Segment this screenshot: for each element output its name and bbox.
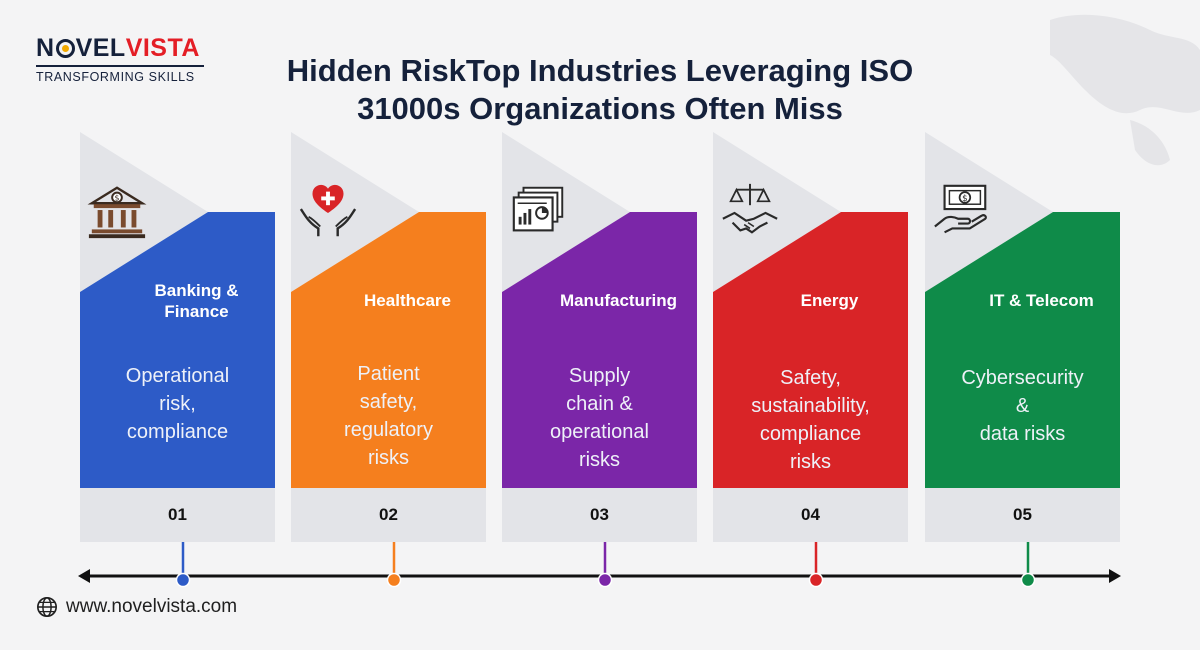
card-description: Supply chain & operational risks [502,362,697,474]
industry-card: Healthcare Patient safety, regulatory risks 0… [291,132,486,542]
card-description-line: & [1015,395,1030,417]
industry-card: Energy Safety, sustainability, compliance ri… [713,132,908,542]
card-number: 01 [168,505,187,524]
card-number: 05 [1013,505,1032,524]
svg-text:$: $ [962,194,968,204]
card-description: Safety, sustainability, compliance risks [713,364,908,476]
logo-text-vista: VISTA [125,34,200,62]
timeline-marker [386,572,402,588]
timeline-marker [808,572,824,588]
website-url: www.novelvista.com [66,596,238,617]
industry-card: Manufacturing Supply chain & operational ris… [502,132,697,542]
card-description-line: regulatory [344,419,433,441]
card-heading: Manufacturing [559,291,678,310]
card-heading: Banking & Finance [154,281,239,321]
card-description: Cybersecurity & data risks [925,364,1120,448]
industry-card: $ IT & Telecom Cybersecurity & data risks 05 [925,132,1120,542]
timeline-marker [1020,572,1036,588]
card-description-line: Safety, [780,367,841,389]
money-hand-icon: $ [931,180,993,242]
card-number: 04 [801,505,820,524]
card-description-line: operational [550,421,649,443]
card-background [713,132,908,542]
card-heading: IT & Telecom [989,291,1094,310]
card-description-line: sustainability, [751,395,870,417]
card-background [925,132,1120,542]
logo-text-vel: VEL [75,34,126,62]
logo-o-icon [55,39,75,58]
scales-handshake-icon [719,180,781,242]
card-description-line: risks [789,451,832,473]
card-description-line: Cybersecurity [961,367,1084,389]
logo-text-n: N [36,34,55,62]
timeline-arrow-right [1109,569,1121,583]
heart-hands-icon [297,180,359,242]
timeline-marker [597,572,613,588]
card-heading: Healthcare [364,291,451,310]
card-description-line: Supply [568,365,631,387]
card-description-line: compliance [759,423,862,445]
industry-card: $ Banking & Finance Operational risk, compli… [80,132,275,542]
card-number: 03 [590,505,609,524]
card-heading: Energy [800,291,859,310]
card-description-line: Operational [125,365,230,387]
card-description: Operational risk, compliance [80,362,275,446]
card-background [502,132,697,542]
world-map-decoration [1050,14,1200,166]
bank-icon: $ [86,180,148,242]
novelvista-logo[interactable]: N VEL VISTA TRANSFORMING SKILLS [36,36,211,84]
title-line-2: 31000s Organizations Often Miss [357,91,843,126]
card-background [291,132,486,542]
card-description-line: risk, [159,393,196,415]
globe-icon [37,597,57,617]
logo-divider [36,65,204,67]
logo-tagline: TRANSFORMING SKILLS [36,70,195,84]
card-description-line: safety, [359,391,418,413]
card-description: Patient safety, regulatory risks [291,360,486,472]
page-title: Hidden RiskTop Industries Leveraging ISO… [240,52,960,128]
card-description-line: Patient [357,363,420,385]
title-line-1: Hidden RiskTop Industries Leveraging ISO [286,53,914,88]
timeline-arrow-left [78,569,90,583]
card-number: 02 [379,505,398,524]
card-description-line: data risks [979,423,1066,445]
card-background [80,132,275,542]
svg-text:$: $ [115,193,120,202]
card-description-line: risks [578,449,621,471]
timeline-marker [175,572,191,588]
report-chart-icon [508,180,570,242]
website-link[interactable]: www.novelvista.com [36,596,237,618]
card-description-line: chain & [566,393,633,415]
card-description-line: compliance [126,421,229,443]
card-description-line: risks [367,447,410,469]
